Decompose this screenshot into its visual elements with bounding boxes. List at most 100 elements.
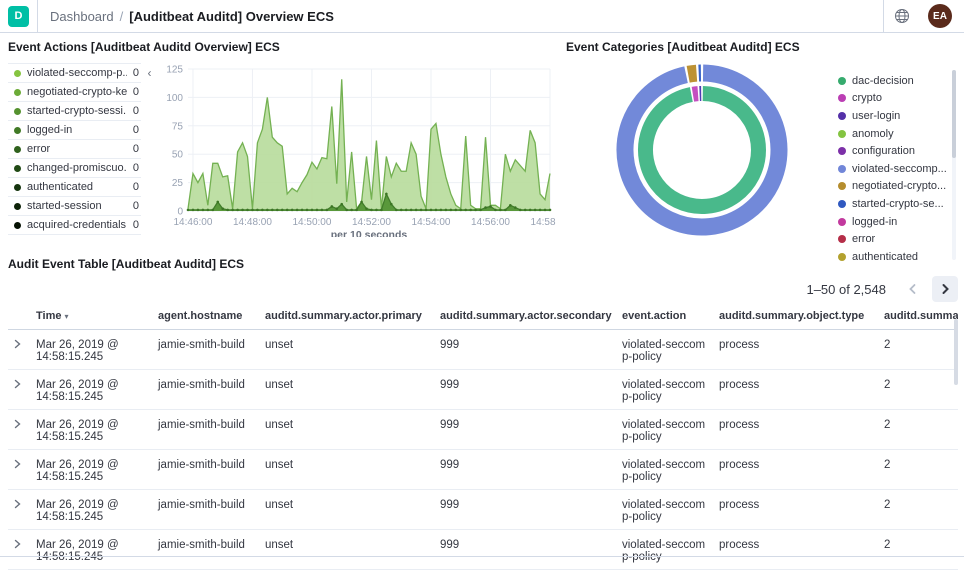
legend-item[interactable]: logged-in [838, 213, 958, 231]
legend-item[interactable]: configuration [838, 142, 958, 160]
breadcrumb-dashboard[interactable]: Dashboard [50, 8, 114, 24]
legend-item[interactable]: error 0 [8, 140, 141, 159]
legend-item-label: authenticated [27, 181, 94, 193]
legend-item-label: error [852, 233, 876, 246]
table-cell: Mar 26, 2019 @ 14:58:15.245 [36, 499, 119, 523]
table-cell: Mar 26, 2019 @ 14:58:15.245 [36, 539, 119, 563]
legend-item[interactable]: started-crypto-se... [838, 195, 958, 213]
svg-text:14:50:00: 14:50:00 [293, 217, 332, 228]
legend-item[interactable]: error [838, 230, 958, 248]
legend-item-label: started-crypto-sessi... [27, 105, 127, 117]
event-categories-legend: dac-decision crypto user-login anomoly confi… [838, 56, 958, 266]
table-row: Mar 26, 2019 @ 14:58:15.245 jamie-smith-b… [8, 450, 958, 490]
column-header[interactable]: auditd.summary.actor.secondary [436, 305, 618, 330]
user-avatar[interactable]: EA [928, 4, 952, 28]
table-cell: unset [265, 499, 294, 511]
row-expand-chevron-icon[interactable] [12, 539, 22, 552]
legend-item[interactable]: logged-in 0 [8, 121, 141, 140]
table-cell: jamie-smith-build [158, 459, 245, 471]
row-expand-chevron-icon[interactable] [12, 459, 22, 472]
legend-item-label: started-crypto-se... [852, 197, 944, 210]
table-row: Mar 26, 2019 @ 14:58:15.245 jamie-smith-b… [8, 490, 958, 530]
legend-item[interactable]: dac-decision [838, 72, 958, 90]
table-cell: 2 [884, 539, 891, 551]
pagination-next-button[interactable] [932, 276, 958, 302]
table-cell: 999 [440, 339, 460, 351]
table-row: Mar 26, 2019 @ 14:58:15.245 jamie-smith-b… [8, 410, 958, 450]
breadcrumb-separator: / [119, 8, 124, 24]
table-cell: 999 [440, 499, 460, 511]
table-cell: 2 [884, 419, 891, 431]
donut-chart-svg[interactable] [608, 56, 796, 244]
table-cell: violated-seccomp-policy [622, 499, 706, 523]
legend-collapse-icon[interactable]: ‹ [147, 66, 152, 80]
legend-item[interactable]: acquired-credentials 0 [8, 216, 141, 235]
legend-item-value: 0 [132, 200, 139, 212]
column-header[interactable]: agent.hostname [154, 305, 261, 330]
row-expand-chevron-icon[interactable] [12, 379, 22, 392]
legend-color-dot [14, 126, 21, 134]
event-actions-title: Event Actions [Auditbeat Auditd Overview… [8, 40, 280, 54]
legend-color-dot [14, 145, 21, 153]
svg-text:0: 0 [177, 207, 183, 218]
table-cell: violated-seccomp-policy [622, 339, 706, 363]
column-header[interactable]: event.action [618, 305, 715, 330]
legend-item[interactable]: started-session 0 [8, 197, 141, 216]
row-expand-chevron-icon[interactable] [12, 499, 22, 512]
legend-item[interactable]: authenticated 0 [8, 178, 141, 197]
audit-table-title: Audit Event Table [Auditbeat Auditd] ECS [8, 257, 244, 271]
column-header[interactable]: auditd.summary [880, 305, 958, 330]
table-row: Mar 26, 2019 @ 14:58:15.245 jamie-smith-b… [8, 370, 958, 410]
table-cell: jamie-smith-build [158, 339, 245, 351]
audit-event-table: Time ▾ agent.hostname auditd.summary.actor.… [8, 305, 958, 570]
legend-item[interactable]: authenticated [838, 248, 958, 266]
legend-item[interactable]: crypto [838, 90, 958, 108]
legend-color-dot [14, 107, 21, 115]
table-cell: unset [265, 459, 294, 471]
legend-color-dot [14, 88, 21, 96]
table-cell: jamie-smith-build [158, 419, 245, 431]
table-cell: 999 [440, 459, 460, 471]
row-expand-chevron-icon[interactable] [12, 419, 22, 432]
table-cell: Mar 26, 2019 @ 14:58:15.245 [36, 379, 119, 403]
table-scrollbar-thumb[interactable] [954, 319, 958, 385]
column-header[interactable]: auditd.summary.object.type [715, 305, 880, 330]
legend-item[interactable]: violated-seccomp... [838, 160, 958, 178]
legend-item-label: violated-seccomp-p... [27, 67, 127, 79]
legend-item-label: anomoly [852, 127, 894, 140]
column-header[interactable]: Time ▾ [32, 305, 154, 330]
legend-item[interactable]: anomoly [838, 125, 958, 143]
area-chart-svg[interactable]: 0 25 50 75 100 125 14:46:00 14:48:00 14:50:00 14:… [158, 63, 570, 242]
header-divider-right [883, 0, 884, 32]
table-cell: violated-seccomp-policy [622, 379, 706, 403]
table-cell: violated-seccomp-policy [622, 539, 706, 563]
legend-item-label: crypto [852, 92, 882, 105]
event-categories-panel: Event Categories [Auditbeat Auditd] ECS … [566, 40, 958, 263]
legend-item-label: acquired-credentials [27, 219, 127, 231]
table-cell: unset [265, 339, 294, 351]
svg-text:100: 100 [166, 93, 183, 104]
legend-item-value: 0 [132, 143, 139, 155]
legend-item[interactable]: negotiated-crypto... [838, 178, 958, 196]
legend-item-label: started-session [27, 200, 102, 212]
legend-item-value: 0 [132, 181, 139, 193]
table-cell: process [719, 379, 760, 391]
legend-scrollbar-thumb[interactable] [952, 70, 956, 158]
globe-icon[interactable] [884, 8, 920, 24]
column-header[interactable]: auditd.summary.actor.primary [261, 305, 436, 330]
legend-item[interactable]: started-crypto-sessi... 0 [8, 102, 141, 121]
row-expand-chevron-icon[interactable] [12, 339, 22, 352]
legend-item[interactable]: violated-seccomp-p... 0 [8, 64, 141, 83]
legend-item[interactable]: user-login [838, 107, 958, 125]
svg-text:14:48:00: 14:48:00 [233, 217, 272, 228]
legend-scrollbar[interactable] [952, 70, 956, 260]
dashboard-app-icon[interactable]: D [8, 5, 29, 27]
legend-item-label: negotiated-crypto... [852, 180, 947, 193]
legend-color-dot [838, 147, 846, 156]
legend-item-label: violated-seccomp... [852, 162, 947, 175]
legend-item-value: 0 [132, 162, 139, 174]
pagination-prev-button[interactable] [900, 276, 926, 302]
legend-item[interactable]: negotiated-crypto-key 0 [8, 83, 141, 102]
legend-item[interactable]: changed-promiscuo... 0 [8, 159, 141, 178]
svg-text:75: 75 [172, 121, 184, 132]
